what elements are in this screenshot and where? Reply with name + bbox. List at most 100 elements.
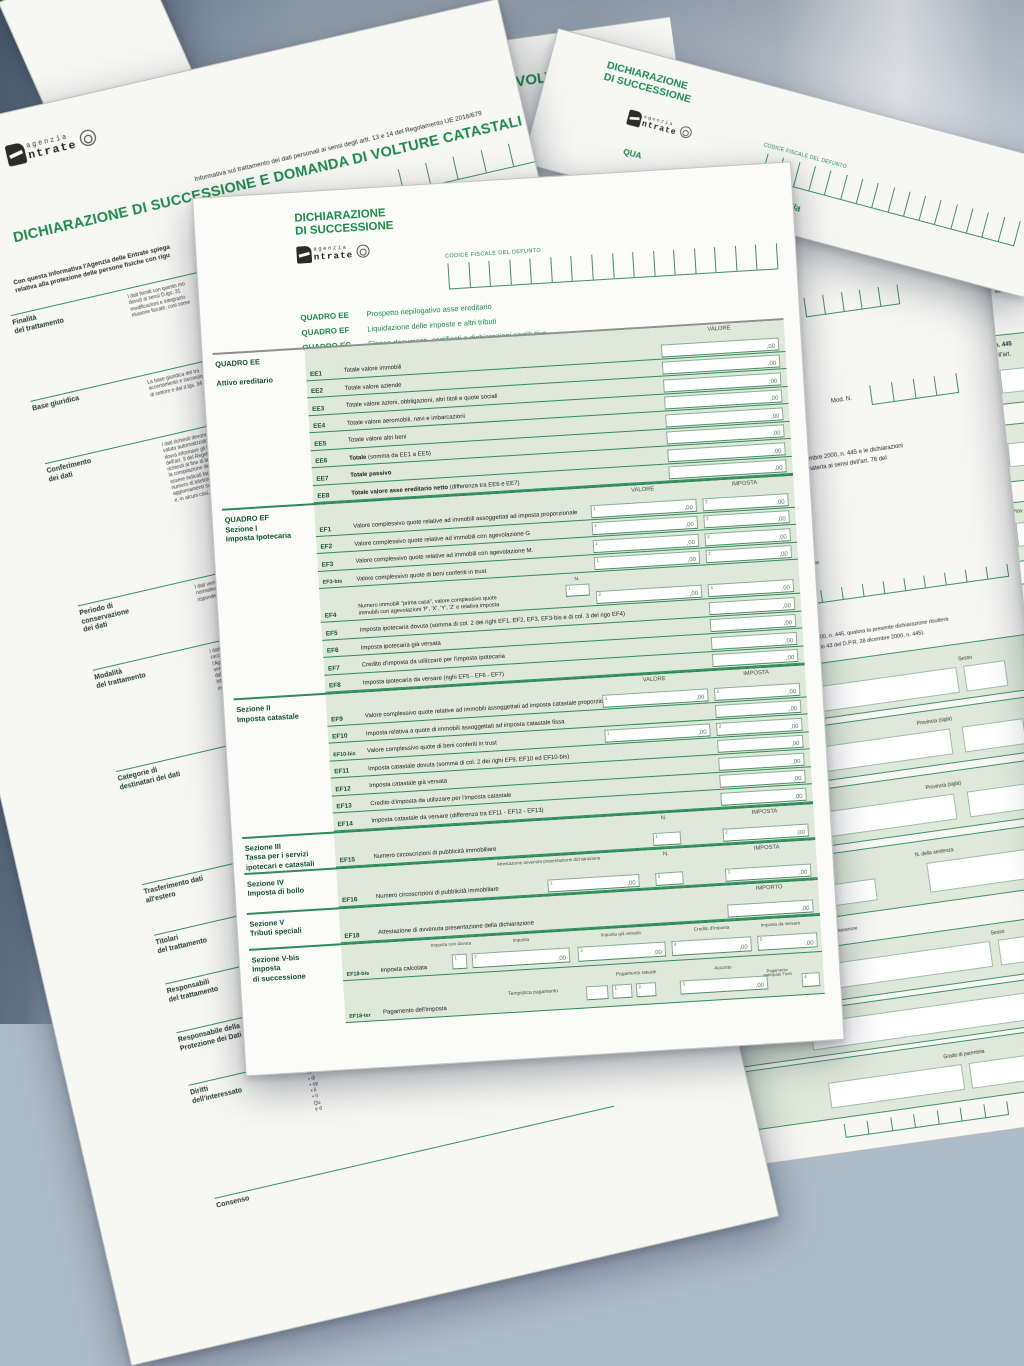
- main-form-sheet: DICHIARAZIONE DI SUCCESSIONE agenzia ntrat…: [192, 161, 845, 1077]
- mod-n-comb[interactable]: [869, 373, 959, 405]
- column-header: Pagamento anticipato Trust: [763, 966, 792, 978]
- provincia-label: Provincia (sigla): [916, 716, 953, 727]
- text-input[interactable]: [999, 357, 1024, 394]
- input-box[interactable]: 3,00: [679, 974, 769, 995]
- column-header: Credito d'imposta: [693, 924, 730, 932]
- section-label: Sezione II Imposta catastale: [236, 703, 300, 724]
- row-code: EF18-bis: [346, 970, 370, 978]
- column-header: Acconto: [714, 964, 732, 972]
- grado-input[interactable]: [969, 1052, 1024, 1089]
- row-code: EF16: [341, 895, 358, 904]
- text-input[interactable]: [803, 667, 960, 714]
- column-header: VALORE: [707, 325, 731, 333]
- provincia-input[interactable]: [967, 782, 1024, 817]
- column-header: Imposta: [512, 936, 530, 943]
- row-description: Totale valore altri beni: [347, 434, 407, 444]
- column-header: IMPOSTA: [753, 843, 780, 852]
- sesso-label: Sesso: [990, 928, 1005, 937]
- section-label: QUADRO EE Attivo ereditario: [214, 357, 274, 388]
- input-box[interactable]: 1: [652, 830, 682, 846]
- row-code: EF1: [319, 525, 332, 534]
- input-box[interactable]: 1: [611, 983, 633, 999]
- text-input[interactable]: [1015, 511, 1024, 547]
- column-header: VALORE: [642, 675, 666, 684]
- column-header: Imposta non dovuta: [430, 939, 472, 948]
- text-input[interactable]: [828, 1064, 965, 1109]
- republic-emblem-icon: [355, 244, 370, 259]
- row-code: EF13: [336, 802, 352, 811]
- section-label: Sezione V Tributi speciali: [249, 917, 302, 938]
- input-box[interactable]: 2: [635, 981, 657, 997]
- republic-emblem-icon: [678, 124, 693, 140]
- column-header: Tempistica pagamento: [507, 987, 559, 997]
- agenzia-entrate-logo: agenzia ntrate: [4, 126, 98, 168]
- row-description: Imposta ipotecaria già versata: [360, 640, 441, 652]
- text-input[interactable]: [806, 728, 953, 774]
- column-header: VALORE: [630, 486, 655, 494]
- text-input[interactable]: [810, 793, 957, 839]
- input-box[interactable]: 1: [451, 953, 468, 970]
- row-description: Totale valore immobili: [343, 364, 402, 375]
- tick-comb[interactable]: [799, 564, 1009, 606]
- row-code: EF5: [325, 629, 338, 638]
- row-description: Totale (somma da EE1 a EE5): [349, 450, 432, 462]
- input-box[interactable]: [585, 984, 609, 1000]
- input-box[interactable]: 2: [655, 870, 684, 886]
- row-code: EF18-ter: [349, 1012, 371, 1020]
- sesso-input[interactable]: [998, 934, 1024, 966]
- logo-mark: [296, 245, 313, 264]
- column-header: Imposta da versare: [760, 919, 801, 928]
- table-section: QUADRO EF Sezione I Imposta Ipotecaria VA…: [222, 473, 805, 699]
- row-code: EE7: [316, 474, 329, 483]
- main-table: QUADRO EE Attivo ereditario VALORE EE1 Tota…: [212, 318, 825, 1029]
- input-box[interactable]: 1: [565, 583, 591, 597]
- row-code: EF6: [326, 646, 339, 655]
- section-label: QUADRO EF Sezione I Imposta Ipotecaria: [224, 512, 292, 544]
- column-header: N.: [574, 576, 580, 583]
- codice-fiscale-comb[interactable]: [760, 153, 1021, 247]
- form-title: DICHIARAZIONE DI SUCCESSIONE: [602, 59, 693, 106]
- row-code: EF12: [335, 784, 351, 793]
- input-box[interactable]: 4: [801, 971, 821, 987]
- row-description: Totale passivo: [350, 470, 392, 479]
- republic-emblem-icon: [77, 128, 98, 148]
- row-description: Imposta calcolata: [380, 965, 428, 974]
- column-header: IMPOSTA: [731, 480, 758, 488]
- section-label: Sezione V-bis Imposta di successione: [251, 952, 306, 984]
- text-input[interactable]: [1007, 432, 1024, 468]
- input-box[interactable]: 5,00: [757, 931, 818, 951]
- prov-fragment: Prov: [1012, 508, 1023, 516]
- input-box[interactable]: 4,00: [671, 935, 752, 956]
- codice-fiscale-comb[interactable]: [803, 284, 900, 317]
- column-header: N.: [662, 850, 670, 857]
- row-code: EF18: [344, 931, 360, 940]
- row-code: EF9: [330, 715, 344, 723]
- logo-mark: [4, 141, 28, 167]
- text-input[interactable]: [831, 941, 993, 989]
- column-header: IMPORTO: [755, 883, 783, 892]
- provincia-input[interactable]: [962, 718, 1024, 752]
- row-code: EE4: [312, 422, 326, 431]
- provincia-label: Provincia (sigla): [925, 780, 962, 792]
- n-sentenza-label: N. della sentenza: [914, 847, 954, 859]
- row-code: EE3: [311, 404, 325, 413]
- row-description: Imposta catastale già versata: [369, 778, 448, 790]
- row-code: EE5: [314, 439, 327, 448]
- row-code: EE6: [315, 457, 328, 465]
- input-box[interactable]: 2,00: [471, 946, 571, 968]
- column-header: Imposta già versata: [600, 929, 641, 937]
- row-code: EF10: [331, 732, 348, 741]
- column-header: N.: [660, 814, 667, 822]
- line1: n. 445: [994, 341, 1013, 350]
- sesso-input[interactable]: [963, 660, 1008, 692]
- section-label: Sezione IV Imposta di bollo: [246, 877, 305, 898]
- sesso-label: Sesso: [957, 654, 973, 663]
- row-code: EE8: [317, 492, 330, 500]
- row-code: EF11: [334, 767, 350, 776]
- input-box[interactable]: 3,00: [577, 940, 667, 962]
- column-header: IMPOSTA: [751, 807, 778, 816]
- row-code: EE1: [309, 369, 323, 378]
- form-title: DICHIARAZIONE DI SUCCESSIONE: [294, 207, 394, 238]
- mod-n-label: Mod. N.: [830, 395, 853, 405]
- column-header: Pagamento rateale: [615, 969, 657, 978]
